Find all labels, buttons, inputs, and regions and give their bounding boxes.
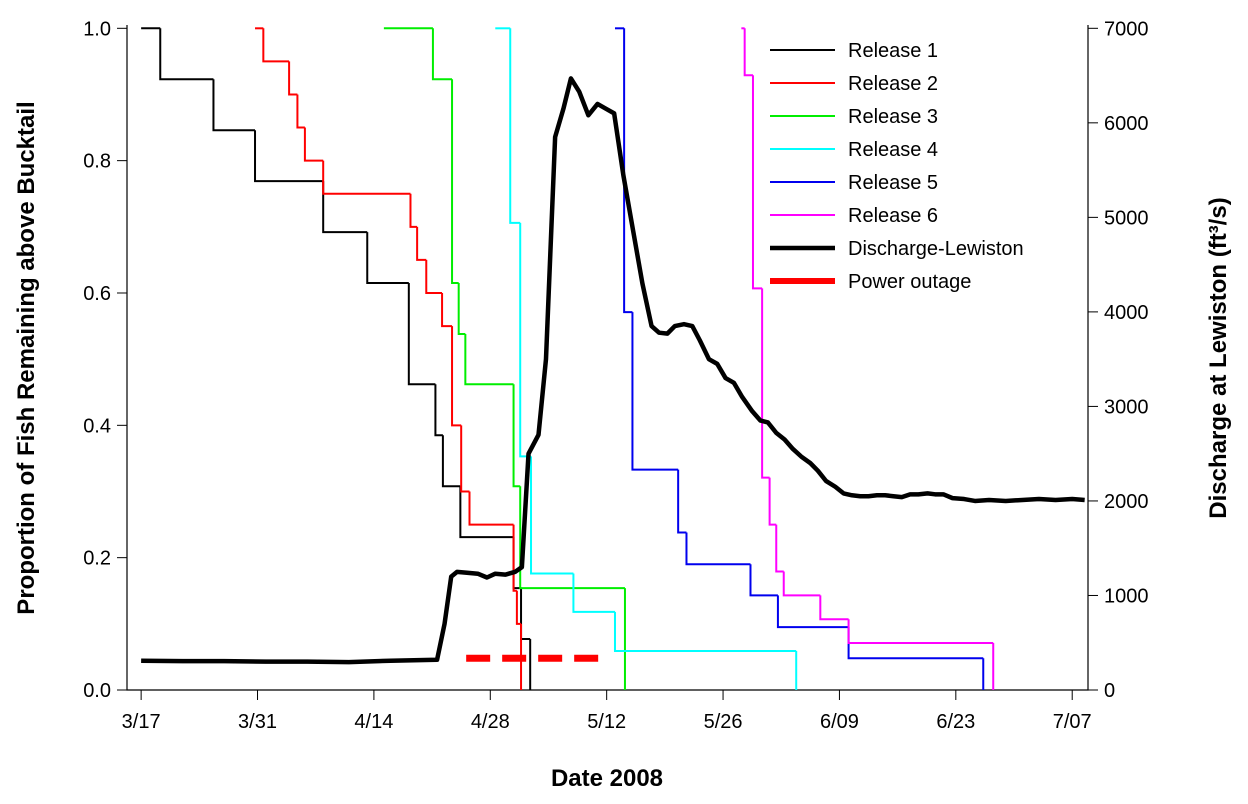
step-segment bbox=[613, 611, 797, 652]
x-tick-label: 5/26 bbox=[704, 711, 743, 733]
step-segment bbox=[623, 28, 633, 314]
step-segment bbox=[782, 571, 821, 597]
y-axis-label: Proportion of Fish Remaining above Buckt… bbox=[13, 101, 40, 614]
y-tick-label: 0.6 bbox=[83, 283, 111, 305]
step-segment bbox=[431, 28, 453, 81]
y2-tick-label: 3000 bbox=[1104, 396, 1149, 418]
y2-tick-label: 5000 bbox=[1104, 207, 1149, 229]
step-segment bbox=[685, 532, 751, 566]
legend-label: Release 1 bbox=[848, 40, 938, 62]
step-segment bbox=[212, 79, 256, 132]
legend-label: Release 6 bbox=[848, 205, 938, 227]
y-tick-label: 0.0 bbox=[83, 680, 111, 702]
legend-label: Release 2 bbox=[848, 73, 938, 95]
y2-tick-label: 7000 bbox=[1104, 18, 1149, 40]
step-segment bbox=[775, 524, 784, 573]
step-segment bbox=[288, 61, 298, 96]
step-segment bbox=[751, 75, 763, 290]
x-tick-label: 6/23 bbox=[936, 711, 975, 733]
step-segment bbox=[512, 384, 521, 488]
legend-label: Power outage bbox=[848, 271, 971, 293]
step-segment bbox=[572, 573, 615, 613]
step-segment bbox=[303, 127, 324, 162]
x-tick-label: 6/09 bbox=[820, 711, 859, 733]
step-segment bbox=[434, 384, 443, 437]
discharge-line bbox=[141, 76, 1085, 665]
step-segment bbox=[520, 588, 531, 641]
y2-tick-label: 2000 bbox=[1104, 491, 1149, 513]
legend-label: Discharge-Lewiston bbox=[848, 238, 1024, 260]
x-tick-label: 5/12 bbox=[587, 711, 626, 733]
step-segment bbox=[457, 283, 466, 336]
step-segment bbox=[509, 28, 521, 224]
y-tick-label: 0.2 bbox=[83, 548, 111, 570]
y2-axis-label: Discharge at Lewiston (ft³/s) bbox=[1205, 197, 1232, 518]
step-segment bbox=[262, 28, 290, 63]
step-segment bbox=[515, 590, 522, 625]
step-segment bbox=[519, 222, 532, 458]
step-segment bbox=[631, 312, 679, 471]
x-tick-label: 7/07 bbox=[1053, 711, 1092, 733]
step-segment bbox=[416, 226, 427, 261]
axes-frame bbox=[126, 25, 1089, 691]
x-tick-label: 3/17 bbox=[122, 711, 161, 733]
y-tick-label: 0.4 bbox=[83, 415, 111, 437]
step-segment bbox=[407, 283, 436, 386]
step-segment bbox=[409, 193, 418, 228]
y2-tick-label: 0 bbox=[1104, 680, 1115, 702]
x-axis-label: Date 2008 bbox=[551, 765, 663, 792]
x-tick-label: 4/28 bbox=[471, 711, 510, 733]
y2-tick-label: 4000 bbox=[1104, 302, 1149, 324]
step-segment bbox=[530, 456, 574, 575]
legend-label: Release 4 bbox=[848, 139, 938, 161]
step-segment bbox=[296, 94, 305, 129]
y-tick-label: 1.0 bbox=[83, 18, 111, 40]
step-segment bbox=[768, 477, 777, 526]
legend-label: Release 3 bbox=[848, 106, 938, 128]
step-segment bbox=[819, 595, 849, 621]
step-segment bbox=[451, 326, 462, 427]
step-segment bbox=[468, 491, 514, 526]
step-segment bbox=[847, 619, 994, 645]
step-segment bbox=[460, 425, 470, 493]
step-segment bbox=[322, 160, 411, 195]
step-segment bbox=[459, 486, 514, 539]
step-segment bbox=[322, 181, 368, 234]
y2-tick-label: 6000 bbox=[1104, 113, 1149, 135]
y2-tick-label: 1000 bbox=[1104, 585, 1149, 607]
step-segment bbox=[743, 28, 753, 77]
step-segment bbox=[366, 232, 409, 285]
step-segment bbox=[761, 288, 770, 479]
step-segment bbox=[749, 564, 778, 597]
x-tick-label: 4/14 bbox=[354, 711, 393, 733]
step-segment bbox=[159, 28, 214, 81]
step-segment bbox=[254, 130, 324, 183]
step-segment bbox=[776, 595, 849, 629]
legend-label: Release 5 bbox=[848, 172, 938, 194]
x-tick-label: 3/31 bbox=[238, 711, 277, 733]
step-segment bbox=[451, 79, 459, 285]
step-segment bbox=[425, 259, 443, 294]
step-segment bbox=[441, 292, 453, 328]
step-segment bbox=[512, 524, 517, 592]
step-segment bbox=[441, 435, 461, 488]
step-segment bbox=[464, 334, 514, 386]
step-segment bbox=[519, 486, 625, 590]
step-segment bbox=[677, 469, 687, 534]
y-tick-label: 0.8 bbox=[83, 151, 111, 173]
